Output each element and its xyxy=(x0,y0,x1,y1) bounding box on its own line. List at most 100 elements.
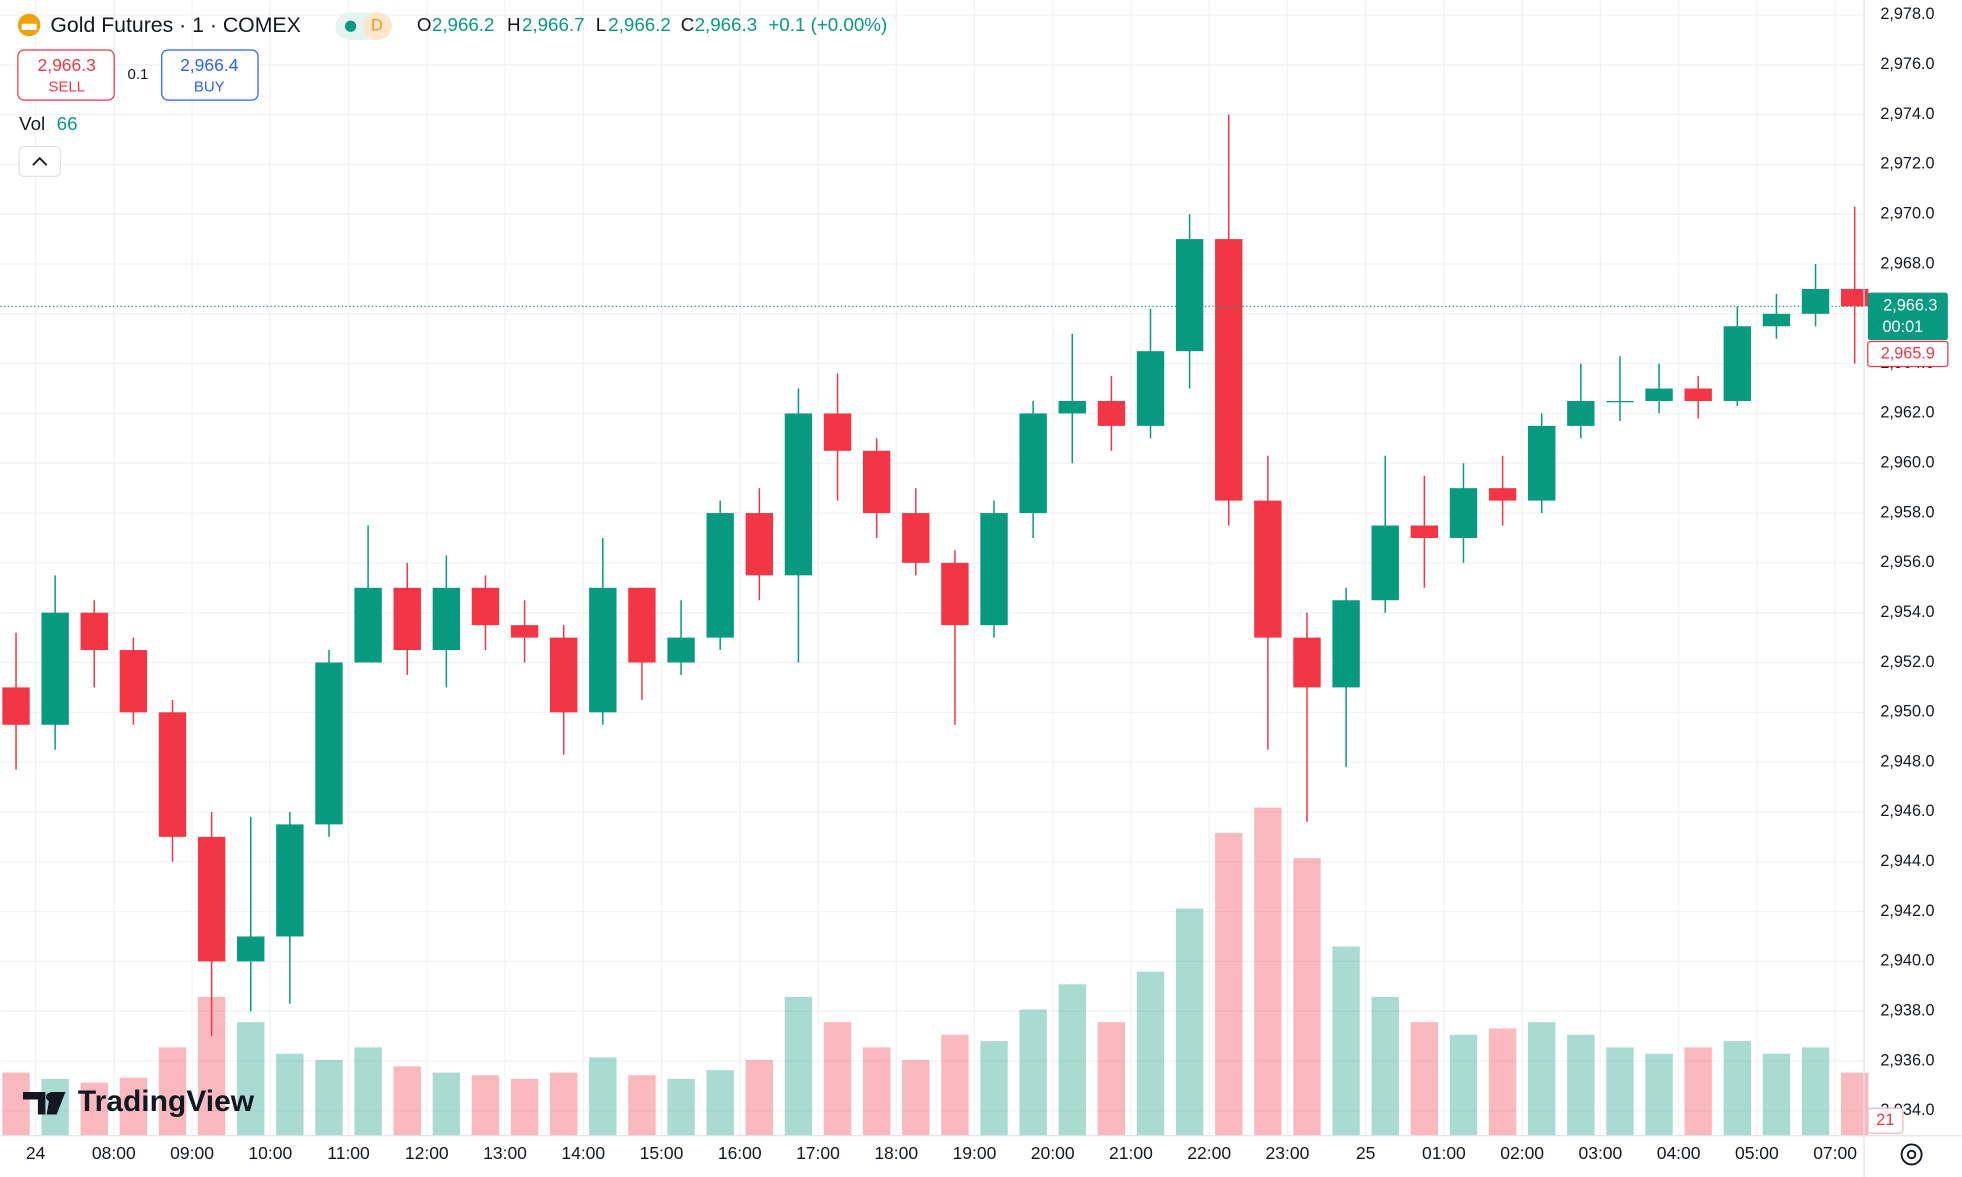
candle-body xyxy=(745,513,773,576)
candle-body xyxy=(237,936,265,962)
x-tick-label: 03:00 xyxy=(1578,1143,1622,1163)
candle-body xyxy=(1606,400,1634,403)
bid-tag-label: 2,965.9 xyxy=(1881,344,1935,362)
last-price-tag xyxy=(1867,292,1948,341)
candle-body xyxy=(510,625,539,638)
candle-body xyxy=(1723,326,1752,401)
volume-bar xyxy=(550,1072,578,1136)
ohlc-key: H xyxy=(507,14,521,35)
candle-body xyxy=(41,612,69,725)
volume-bar xyxy=(1332,946,1360,1136)
logo-icon xyxy=(46,1092,55,1102)
candle-body xyxy=(980,513,1008,626)
ohlc-value: 2,966.7 xyxy=(522,14,585,35)
candle-body xyxy=(1019,413,1047,514)
x-tick-label: 17:00 xyxy=(796,1143,840,1163)
volume-bar xyxy=(1058,984,1086,1136)
y-tick-label: 2,960.0 xyxy=(1880,454,1934,472)
candle-body xyxy=(1645,388,1673,401)
volume-bar xyxy=(393,1066,421,1136)
candle-body xyxy=(1371,525,1399,601)
status-dot xyxy=(344,20,357,32)
y-tick-label: 2,954.0 xyxy=(1880,603,1934,621)
volume-bar xyxy=(432,1072,461,1136)
ohlc-legend: O 2,966.2 H 2,966.7 L 2,966.2 C 2,966.3 xyxy=(417,14,757,35)
x-tick-label: 12:00 xyxy=(405,1143,449,1163)
x-tick-label: 20:00 xyxy=(1031,1143,1075,1163)
volume-value: 66 xyxy=(57,113,78,134)
volume-bar xyxy=(119,1077,148,1136)
candle-body xyxy=(1449,488,1478,538)
volume-bar xyxy=(1606,1047,1634,1136)
volume-bar xyxy=(1293,858,1321,1136)
candle-body xyxy=(823,413,852,451)
volume-bar xyxy=(1215,832,1243,1136)
volume-bar xyxy=(667,1078,695,1136)
volume-bar xyxy=(315,1060,343,1136)
candle-body xyxy=(1254,500,1282,638)
candle-body xyxy=(1175,239,1204,352)
volume-bar xyxy=(237,1022,265,1136)
volume-bar xyxy=(80,1082,108,1136)
volume-bar xyxy=(784,996,813,1136)
ohlc-value: 2,966.2 xyxy=(608,14,671,35)
y-tick-label: 2,968.0 xyxy=(1880,254,1934,272)
y-tick-label: 2,944.0 xyxy=(1880,852,1934,870)
x-tick-label: 04:00 xyxy=(1657,1143,1701,1163)
x-tick-label: 25 xyxy=(1356,1143,1375,1163)
candle-body xyxy=(1293,637,1321,688)
volume-bar xyxy=(2,1072,30,1136)
change: +0.1 (+0.00%) xyxy=(768,14,887,35)
candle-body xyxy=(706,513,734,638)
x-tick-label: 14:00 xyxy=(561,1143,605,1163)
x-tick-label: 13:00 xyxy=(483,1143,527,1163)
sell-price: 2,966.3 xyxy=(37,55,95,75)
volume-bar xyxy=(1449,1034,1478,1136)
volume-bar xyxy=(1488,1028,1517,1136)
candle-body xyxy=(432,587,461,651)
candle-body xyxy=(471,587,500,626)
candle-body xyxy=(197,836,226,962)
volume-bar xyxy=(510,1078,539,1136)
volume-bar xyxy=(745,1060,773,1136)
last-price-label: 2,966.3 xyxy=(1883,297,1937,315)
y-tick-label: 2,952.0 xyxy=(1880,653,1934,671)
y-tick-label: 2,972.0 xyxy=(1880,155,1934,173)
volume-bar xyxy=(706,1070,734,1136)
volume-bar xyxy=(471,1075,500,1136)
badge[interactable] xyxy=(363,12,392,41)
candle-body xyxy=(1136,351,1165,426)
y-tick-label: 2,950.0 xyxy=(1880,703,1934,721)
candle-body xyxy=(158,712,187,837)
candle-body xyxy=(1332,600,1360,688)
volume-bar xyxy=(1567,1034,1595,1136)
y-tick-label: 2,970.0 xyxy=(1880,204,1934,222)
buy-label: BUY xyxy=(194,79,225,96)
volume-bar xyxy=(158,1047,187,1136)
candle-body xyxy=(784,413,813,576)
volume-bar xyxy=(1410,1022,1439,1136)
settings-button[interactable] xyxy=(1900,1143,1923,1166)
symbol-title[interactable]: Gold Futures · 1 · COMEX xyxy=(50,13,300,37)
countdown: 00:01 xyxy=(1883,318,1924,336)
collapse-button[interactable] xyxy=(18,145,62,177)
candle-body xyxy=(1528,425,1556,501)
volume-bar xyxy=(1723,1041,1752,1136)
x-tick-label: 01:00 xyxy=(1422,1143,1466,1163)
chevron xyxy=(32,156,48,166)
sell-button[interactable] xyxy=(17,49,115,101)
volume-bar xyxy=(589,1057,617,1136)
buy-button[interactable] xyxy=(161,49,259,101)
price-tags: 2,966.3 00:01 xyxy=(1867,292,1948,341)
volume-bar xyxy=(941,1034,969,1136)
y-tick-label: 2,976.0 xyxy=(1880,55,1934,73)
ohlc-value: 2,966.2 xyxy=(432,14,495,35)
y-tick-label: 2,940.0 xyxy=(1880,952,1934,970)
x-tick-label: 07:00 xyxy=(1813,1143,1857,1163)
volume-bar xyxy=(1371,996,1399,1136)
candle-body xyxy=(1840,288,1869,307)
volume-bar xyxy=(1801,1047,1830,1136)
volume-bar xyxy=(1175,908,1204,1136)
volume-bar xyxy=(628,1075,656,1136)
